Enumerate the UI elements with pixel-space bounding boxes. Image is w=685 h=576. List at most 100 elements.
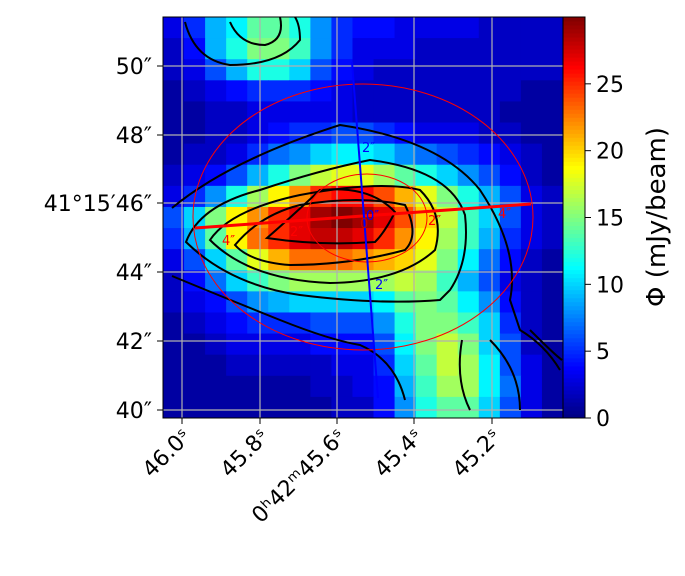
contour bbox=[184, 158, 467, 303]
heatmap-cell bbox=[478, 375, 501, 398]
heatmap-cell bbox=[205, 59, 227, 81]
colorbar-segment bbox=[563, 173, 585, 178]
heatmap-cell bbox=[352, 59, 375, 81]
heatmap-cell bbox=[415, 80, 438, 102]
colorbar-segment bbox=[563, 121, 585, 126]
colorbar-segment bbox=[563, 49, 585, 54]
heatmap-cell bbox=[310, 375, 332, 398]
colorbar-segment bbox=[563, 305, 585, 311]
heatmap-cell bbox=[415, 143, 438, 166]
heatmap-cell bbox=[541, 17, 564, 39]
colorbar-segment bbox=[563, 221, 585, 227]
heatmap-cell bbox=[289, 333, 311, 356]
colorbar-segment bbox=[563, 145, 585, 150]
colorbar-segment bbox=[563, 309, 585, 315]
heatmap-cell bbox=[163, 291, 185, 313]
colorbar-segment bbox=[563, 229, 585, 235]
heatmap-cell bbox=[541, 185, 564, 208]
heatmap-cell bbox=[394, 143, 417, 166]
heatmap-cell bbox=[331, 17, 353, 39]
heatmap-cell bbox=[352, 291, 375, 313]
heatmap-cell bbox=[184, 38, 206, 60]
heatmap-cell bbox=[541, 164, 564, 187]
heatmap-cell bbox=[415, 354, 438, 377]
heatmap-cell bbox=[205, 249, 227, 271]
y-axis: 50″ 48″ 41°15′46″ 44″ 42″ 40″ bbox=[44, 55, 163, 424]
major-label: 2″ bbox=[428, 214, 441, 229]
heatmap-cell bbox=[331, 291, 353, 313]
heatmap-cell bbox=[268, 291, 290, 313]
heatmap-cell bbox=[163, 206, 185, 229]
heatmap-cell bbox=[436, 333, 459, 356]
heatmap-cell bbox=[436, 101, 459, 124]
heatmap-cell bbox=[310, 249, 332, 271]
heatmap-cell bbox=[205, 396, 227, 419]
heatmap-cell bbox=[205, 312, 227, 335]
colorbar-segment bbox=[563, 117, 585, 122]
heatmap-cell bbox=[478, 312, 501, 335]
heatmap-cell bbox=[415, 249, 438, 271]
heatmap-cell bbox=[352, 354, 375, 377]
colorbar-segment bbox=[563, 209, 585, 214]
heatmap-cell bbox=[184, 291, 206, 313]
heatmap-cell bbox=[436, 291, 459, 313]
heatmap-cell bbox=[541, 101, 564, 124]
heatmap-cell bbox=[478, 80, 501, 102]
heatmap-cell bbox=[415, 270, 438, 292]
heatmap-cell bbox=[226, 143, 248, 166]
heatmap-cell bbox=[184, 375, 206, 398]
heatmap-cell bbox=[436, 122, 459, 145]
heatmap-cell bbox=[226, 333, 248, 356]
heatmap-cell bbox=[415, 17, 438, 39]
colorbar-tick-label: 0 bbox=[596, 407, 610, 432]
colorbar-segment bbox=[563, 85, 585, 90]
heatmap-cell bbox=[520, 396, 543, 419]
heatmap-cell bbox=[226, 312, 248, 335]
heatmap-cell bbox=[247, 164, 269, 187]
heatmap-cell bbox=[499, 122, 522, 145]
x-tick-label: 45.8ˢ bbox=[216, 425, 274, 483]
heatmap-cell bbox=[268, 354, 290, 377]
colorbar-segment bbox=[563, 325, 585, 331]
heatmap-cell bbox=[520, 122, 543, 145]
heatmap-cell bbox=[268, 17, 290, 39]
heatmap-cell bbox=[310, 354, 332, 377]
heatmap-cell bbox=[436, 249, 459, 271]
colorbar-segment bbox=[563, 385, 585, 391]
heatmap-cell bbox=[499, 80, 522, 102]
colorbar-segment bbox=[563, 41, 585, 46]
heatmap-cell bbox=[520, 333, 543, 356]
heatmap-cell bbox=[373, 143, 396, 166]
heatmap-cell bbox=[373, 17, 396, 39]
colorbar-segment bbox=[563, 25, 585, 30]
heatmap-cell bbox=[499, 333, 522, 356]
heatmap-cell bbox=[394, 185, 417, 208]
heatmap-cell bbox=[499, 354, 522, 377]
major-label: 4″ bbox=[222, 234, 235, 249]
heatmap-cell bbox=[394, 17, 417, 39]
heatmap-cell bbox=[247, 80, 269, 102]
heatmap-cell bbox=[478, 143, 501, 166]
heatmap-cell bbox=[268, 59, 290, 81]
colorbar-label: Φ (mJy/beam) bbox=[642, 127, 672, 307]
heatmap-cell bbox=[331, 396, 353, 419]
colorbar-segment bbox=[563, 273, 585, 279]
heatmap-cell bbox=[289, 185, 311, 208]
heatmap-cell bbox=[268, 164, 290, 187]
heatmap-cell bbox=[310, 143, 332, 166]
heatmap-cell bbox=[436, 375, 459, 398]
colorbar-segment bbox=[563, 185, 585, 190]
heatmap-cell bbox=[457, 164, 480, 187]
heatmap-cell bbox=[310, 333, 332, 356]
colorbar-segment bbox=[563, 265, 585, 271]
heatmap-cell bbox=[457, 333, 480, 356]
heatmap-cell bbox=[478, 354, 501, 377]
colorbar-segment bbox=[563, 137, 585, 142]
heatmap-cell bbox=[184, 80, 206, 102]
heatmap-cell bbox=[310, 17, 332, 39]
colorbar-segment bbox=[563, 393, 585, 399]
colorbar-segment bbox=[563, 125, 585, 130]
heatmap-cell bbox=[247, 122, 269, 145]
heatmap-cell bbox=[394, 396, 417, 419]
heatmap-cell bbox=[415, 122, 438, 145]
